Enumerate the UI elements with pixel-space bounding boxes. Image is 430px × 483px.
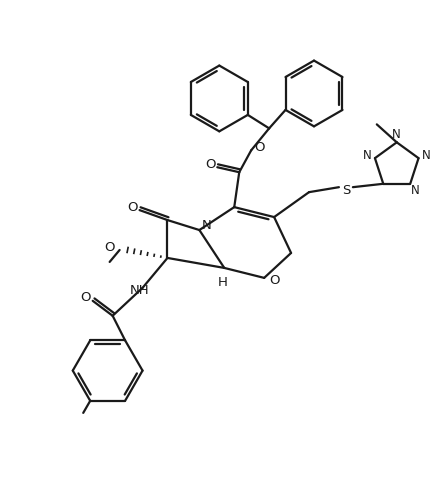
Text: N: N: [411, 184, 419, 197]
Text: O: O: [127, 200, 138, 213]
Text: N: N: [202, 218, 211, 231]
Text: O: O: [205, 158, 215, 171]
Text: O: O: [254, 141, 264, 154]
Text: N: N: [392, 128, 401, 141]
Text: H: H: [217, 276, 227, 289]
Text: NH: NH: [130, 284, 149, 298]
Text: S: S: [342, 184, 350, 197]
Text: N: N: [422, 149, 430, 162]
Text: N: N: [363, 149, 372, 162]
Text: O: O: [269, 274, 280, 287]
Text: O: O: [80, 291, 91, 304]
Text: O: O: [104, 242, 115, 255]
